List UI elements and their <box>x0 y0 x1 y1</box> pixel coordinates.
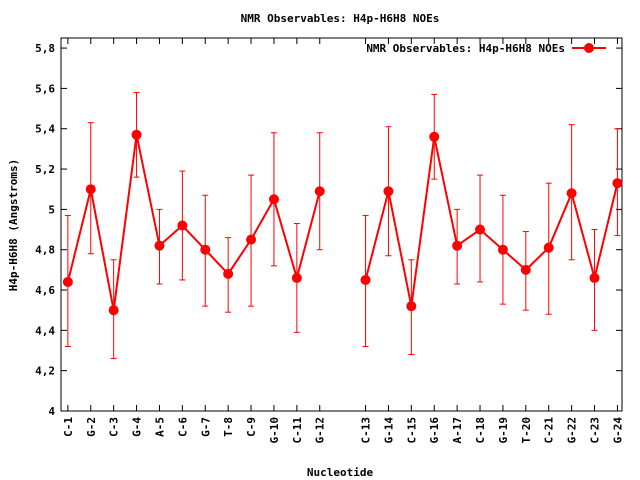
x-tick-label: C-3 <box>108 417 121 437</box>
data-point <box>108 305 119 316</box>
x-tick-label: C-13 <box>360 417 373 444</box>
x-tick-label: C-11 <box>291 417 304 444</box>
data-point <box>589 272 600 283</box>
x-tick-label: T-20 <box>520 417 533 444</box>
data-point <box>452 240 463 251</box>
data-point <box>566 188 577 199</box>
x-tick-label: G-12 <box>314 417 327 444</box>
data-point <box>543 242 554 253</box>
x-tick-label: G-19 <box>497 417 510 444</box>
x-tick-label: C-15 <box>405 417 418 444</box>
y-tick-label: 4 <box>48 405 55 418</box>
x-tick-label: A-5 <box>153 417 166 437</box>
y-tick-label: 5,8 <box>35 42 55 55</box>
x-tick-label: C-9 <box>245 417 258 437</box>
axis-ticks: 4 4,2 4,4 4,6 4,8 5 5,2 5,4 5,6 5,8 C-1 G-2 C-3 G-4 A-… <box>35 38 624 444</box>
data-point <box>360 274 371 285</box>
data-point <box>497 244 508 255</box>
y-tick-label: 5,2 <box>35 163 55 176</box>
data-point <box>429 131 440 142</box>
data-point <box>200 244 211 255</box>
x-tick-label: G-2 <box>85 417 98 437</box>
x-tick-label: G-4 <box>131 417 144 437</box>
error-bars <box>64 91 621 360</box>
x-tick-label: A-17 <box>451 417 464 444</box>
x-tick-label: C-23 <box>589 417 602 444</box>
data-point <box>406 301 417 312</box>
y-tick-label: 4,8 <box>35 244 55 257</box>
x-tick-label: G-7 <box>199 417 212 437</box>
data-points <box>62 129 623 316</box>
data-point <box>85 184 96 195</box>
legend-label: NMR Observables: H4p-H6H8 NOEs <box>366 42 565 55</box>
y-tick-label: 5 <box>48 203 55 216</box>
y-axis-label: H4p-H6H8 (Angstroms) <box>7 159 20 291</box>
data-point <box>223 268 234 279</box>
y-tick-label: 4,4 <box>35 324 55 337</box>
data-point <box>177 220 188 231</box>
series-line-1 <box>66 133 321 312</box>
y-tick-label: 5,4 <box>35 123 55 136</box>
data-point <box>314 186 325 197</box>
data-point <box>291 272 302 283</box>
data-point <box>131 129 142 140</box>
data-point <box>246 234 257 245</box>
series-line-2 <box>364 135 619 308</box>
y-tick-label: 5,6 <box>35 82 55 95</box>
y-tick-label: 4,2 <box>35 365 55 378</box>
y-tick-label: 4,6 <box>35 284 55 297</box>
x-tick-label: G-24 <box>611 417 624 444</box>
legend-marker-sample <box>584 43 594 53</box>
x-tick-label: G-16 <box>428 417 441 444</box>
data-point <box>383 186 394 197</box>
data-point <box>268 194 279 205</box>
x-tick-label: C-21 <box>543 417 556 444</box>
plot-frame <box>60 37 623 412</box>
x-tick-label: G-10 <box>268 417 281 444</box>
data-point <box>62 276 73 287</box>
x-tick-label: T-8 <box>222 417 235 437</box>
data-point <box>154 240 165 251</box>
x-tick-label: C-18 <box>474 417 487 444</box>
x-tick-label: C-6 <box>176 417 189 437</box>
series-lines <box>66 133 619 312</box>
x-tick-label: C-1 <box>62 417 75 437</box>
data-point <box>475 224 486 235</box>
x-axis-label: Nucleotide <box>307 466 374 479</box>
x-tick-label: G-14 <box>382 417 395 444</box>
chart-title: NMR Observables: H4p-H6H8 NOEs <box>241 12 440 25</box>
legend: NMR Observables: H4p-H6H8 NOEs <box>366 42 606 55</box>
data-point <box>612 178 623 189</box>
x-tick-label: G-22 <box>566 417 579 444</box>
data-point <box>520 264 531 275</box>
